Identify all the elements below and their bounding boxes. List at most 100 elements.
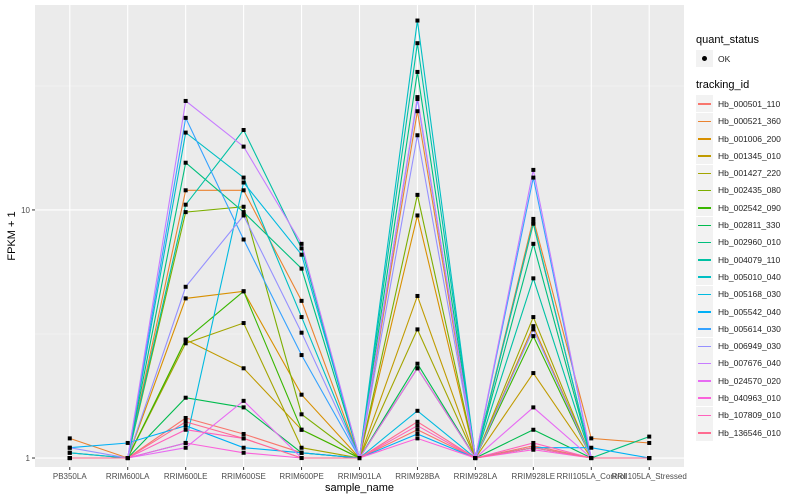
- data-point: [183, 427, 188, 432]
- data-point: [589, 436, 594, 441]
- legend-label: Hb_005168_030: [718, 289, 781, 300]
- data-point: [241, 289, 246, 294]
- x-tick-label: RRIM928LE: [512, 472, 556, 481]
- legend-item: Hb_002960_010: [696, 233, 800, 251]
- x-tick-label: RRIM600LE: [164, 472, 208, 481]
- legend-label: Hb_002960_010: [718, 237, 781, 248]
- data-point: [299, 392, 304, 397]
- data-point: [531, 427, 536, 432]
- data-point: [241, 213, 246, 218]
- data-point: [299, 246, 304, 251]
- data-point: [241, 188, 246, 193]
- data-point: [531, 324, 536, 329]
- data-point: [183, 337, 188, 342]
- data-point: [299, 412, 304, 417]
- y-axis: 1 10: [21, 206, 35, 463]
- data-point: [183, 419, 188, 424]
- x-tick-label: RRIM928BA: [395, 472, 440, 481]
- data-point: [299, 298, 304, 303]
- data-point: [241, 445, 246, 450]
- line-key-icon: [696, 303, 713, 320]
- legend-label: Hb_107809_010: [718, 410, 781, 421]
- data-point: [647, 456, 652, 461]
- legend-label: Hb_001427_220: [718, 168, 781, 179]
- data-point: [183, 440, 188, 445]
- x-tick-label: RRIM928LA: [454, 472, 498, 481]
- legend-title-tracking-id: tracking_id: [696, 79, 750, 92]
- data-point: [531, 334, 536, 339]
- line-key-icon: [696, 285, 713, 303]
- line-key-icon: [696, 354, 713, 372]
- data-point: [531, 276, 536, 281]
- data-point: [415, 18, 420, 23]
- legend-item: Hb_005614_030: [696, 320, 800, 338]
- legend-title-quant-status: quant_status: [696, 34, 759, 46]
- data-point: [299, 450, 304, 455]
- data-point: [67, 445, 72, 450]
- data-point: [125, 456, 130, 461]
- data-point: [415, 133, 420, 138]
- data-point: [299, 456, 304, 461]
- data-point: [241, 450, 246, 455]
- data-point: [241, 175, 246, 180]
- data-point: [531, 241, 536, 246]
- x-tick-label: RRII105LA_Control: [557, 472, 627, 481]
- line-key-icon: [696, 130, 713, 148]
- data-point: [299, 445, 304, 450]
- data-point: [183, 98, 188, 103]
- data-point: [183, 188, 188, 193]
- data-point: [415, 293, 420, 298]
- legend-item: Hb_024570_020: [696, 372, 800, 390]
- point-key-icon: [696, 50, 713, 68]
- data-point: [183, 202, 188, 207]
- data-point: [415, 41, 420, 46]
- line-key-icon: [696, 233, 713, 251]
- legend: quant_status OK tracking_id Hb_000501_11…: [696, 32, 800, 442]
- data-point: [183, 130, 188, 135]
- data-point: [241, 366, 246, 371]
- data-point: [415, 95, 420, 100]
- legend-item: Hb_002435_080: [696, 181, 800, 199]
- data-point: [473, 456, 478, 461]
- line-key-icon: [696, 112, 713, 130]
- legend-label: Hb_005542_040: [718, 306, 781, 317]
- legend-label: Hb_002811_330: [718, 220, 781, 231]
- data-point: [531, 440, 536, 445]
- legend-item: Hb_004079_110: [696, 251, 800, 269]
- y-axis-label: FPKM + 1: [6, 211, 18, 260]
- data-point: [67, 456, 72, 461]
- legend-label: Hb_001345_010: [718, 150, 781, 161]
- legend-label: Hb_002435_080: [718, 185, 781, 196]
- data-point: [531, 167, 536, 172]
- data-point: [357, 456, 362, 461]
- data-point: [67, 450, 72, 455]
- data-point: [415, 436, 420, 441]
- data-point: [241, 405, 246, 410]
- legend-label: Hb_007676_040: [718, 358, 781, 369]
- data-point: [531, 327, 536, 332]
- legend-item: Hb_002811_330: [696, 216, 800, 234]
- legend-item: Hb_136546_010: [696, 424, 800, 442]
- data-point: [415, 419, 420, 424]
- data-point: [415, 327, 420, 332]
- legend-item: Hb_005168_030: [696, 285, 800, 303]
- line-key-icon: [696, 181, 713, 199]
- legend-item: Hb_005542_040: [696, 303, 800, 320]
- line-key-icon: [696, 320, 713, 338]
- line-key-icon: [696, 164, 713, 182]
- legend-label: Hb_000521_360: [718, 116, 781, 127]
- data-point: [589, 456, 594, 461]
- data-point: [241, 204, 246, 209]
- data-point: [531, 405, 536, 410]
- data-point: [299, 241, 304, 246]
- x-tick-label: RRIM600LA: [106, 472, 150, 481]
- data-point: [415, 427, 420, 432]
- legend-item: Hb_107809_010: [696, 406, 800, 424]
- x-axis-label: sample_name: [325, 482, 394, 494]
- data-point: [415, 213, 420, 218]
- data-point: [531, 315, 536, 320]
- data-point: [183, 445, 188, 450]
- data-point: [241, 127, 246, 132]
- data-point: [647, 440, 652, 445]
